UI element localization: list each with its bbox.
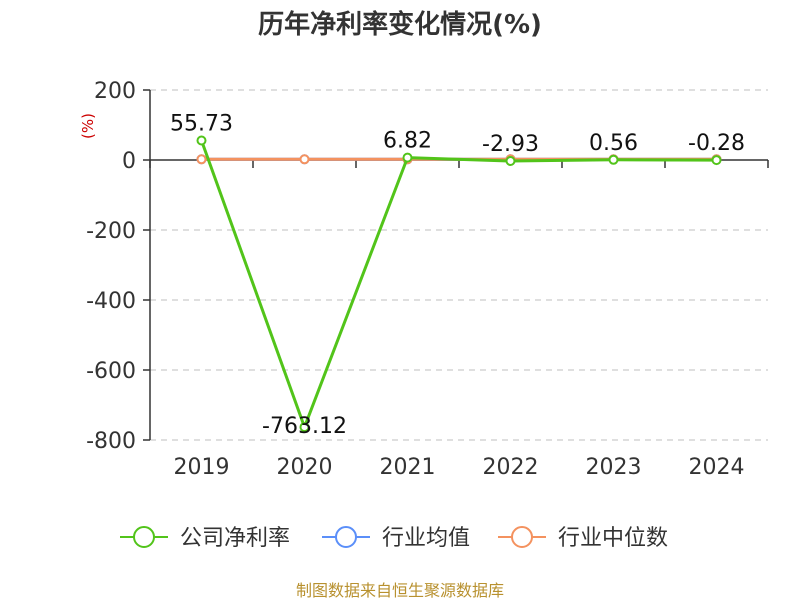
legend-marker-1 [335, 526, 357, 548]
data-label-2024: -0.28 [688, 131, 745, 156]
legend-marker-0 [133, 526, 155, 548]
legend-marker-2 [511, 526, 533, 548]
data-label-2023: 0.56 [589, 131, 638, 156]
y-tick-label-5: -800 [86, 429, 136, 454]
y-tick-label-0: 200 [94, 79, 136, 104]
axes: 200 0 -200 -400 -600 -800 2019 2020 2021 2022 2023… [86, 79, 769, 480]
y-tick-label-1: 0 [122, 149, 136, 174]
series-layer [196, 135, 722, 433]
x-tick-label-2023: 2023 [586, 455, 642, 480]
x-tick-label-2019: 2019 [174, 455, 230, 480]
series-2-point-2020 [299, 154, 310, 165]
series-0-point-2023 [608, 154, 619, 165]
y-tick-label-4: -600 [86, 359, 136, 384]
legend-label-0: 公司净利率 [180, 526, 290, 551]
x-tick-label-2020: 2020 [277, 455, 333, 480]
series-0-point-2024 [711, 155, 722, 166]
chart-title: 历年净利率变化情况(%) [258, 9, 542, 40]
data-label-2019: 55.73 [170, 111, 233, 136]
x-tick-label-2022: 2022 [483, 455, 539, 480]
legend-label-2: 行业中位数 [558, 526, 668, 551]
series-0-point-2019 [196, 135, 207, 146]
y-tick-label-2: -200 [86, 219, 136, 244]
series-0-point-2020 [299, 422, 310, 433]
series-line-0 [200, 139, 717, 429]
data-label-2021: 6.82 [383, 129, 432, 154]
y-axis-label: (%) [79, 113, 97, 139]
legend-label-1: 行业均值 [382, 526, 470, 551]
series-2-point-2019 [196, 154, 207, 165]
data-labels: 55.73 -763.12 6.82 -2.93 0.56 -0.28 [170, 111, 745, 439]
y-tick-label-3: -400 [86, 289, 136, 314]
series-0-point-2022 [505, 156, 516, 167]
x-tick-label-2024: 2024 [689, 455, 745, 480]
grid-lines [150, 89, 768, 441]
data-label-2022: -2.93 [482, 132, 539, 157]
x-tick-label-2021: 2021 [380, 455, 436, 480]
series-0-point-2021 [402, 152, 413, 163]
data-label-2020: -763.12 [262, 414, 347, 439]
source-note: 制图数据来自恒生聚源数据库 [296, 581, 504, 600]
legend: 公司净利率 行业均值 行业中位数 [120, 526, 668, 551]
